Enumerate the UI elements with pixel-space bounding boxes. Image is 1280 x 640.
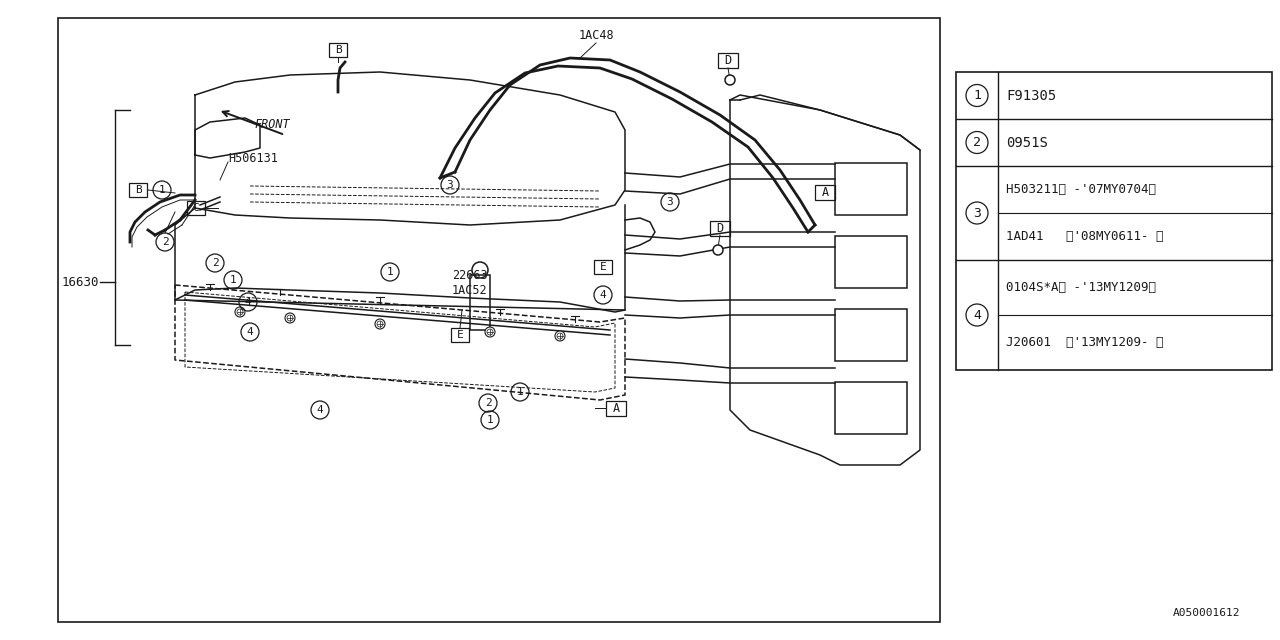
Bar (470, 275, 490, 330)
Text: H503211〈 -'07MY0704〉: H503211〈 -'07MY0704〉 (1006, 183, 1156, 196)
Text: A050001612: A050001612 (1172, 608, 1240, 618)
Text: 4: 4 (247, 327, 253, 337)
Text: 1: 1 (973, 89, 980, 102)
Text: 3: 3 (447, 180, 453, 190)
Bar (58, 18, 940, 622)
Text: 4: 4 (244, 297, 251, 307)
Text: J20601  〈'13MY1209- 〉: J20601 〈'13MY1209- 〉 (1006, 336, 1164, 349)
Text: 1: 1 (387, 267, 393, 277)
Bar (329, 43, 347, 57)
Bar (835, 309, 908, 361)
Bar (718, 52, 739, 67)
Text: 4: 4 (316, 405, 324, 415)
Bar (956, 72, 1272, 370)
Text: 0104S*A〈 -'13MY1209〉: 0104S*A〈 -'13MY1209〉 (1006, 281, 1156, 294)
Text: B: B (134, 185, 141, 195)
Bar (451, 328, 468, 342)
Text: D: D (717, 221, 723, 234)
Circle shape (236, 307, 244, 317)
Text: F91305: F91305 (1006, 88, 1056, 102)
Text: A: A (612, 401, 620, 415)
Text: 1: 1 (517, 387, 524, 397)
Text: A: A (822, 186, 828, 198)
Bar (594, 260, 612, 274)
Bar (815, 184, 835, 200)
Text: 1: 1 (159, 185, 165, 195)
Text: 2: 2 (161, 237, 169, 247)
Text: D: D (724, 54, 732, 67)
Text: 22663: 22663 (452, 269, 488, 282)
Text: 1AC52: 1AC52 (452, 284, 488, 296)
Bar (835, 163, 908, 215)
Bar (605, 401, 626, 415)
Circle shape (285, 313, 294, 323)
Circle shape (713, 245, 723, 255)
Text: 1AD41   〈'08MY0611- 〉: 1AD41 〈'08MY0611- 〉 (1006, 230, 1164, 243)
Text: E: E (599, 262, 607, 272)
Circle shape (556, 331, 564, 341)
Text: 1: 1 (229, 275, 237, 285)
Bar (187, 201, 205, 215)
Text: FRONT: FRONT (255, 118, 289, 131)
Text: 4: 4 (973, 308, 980, 321)
Circle shape (485, 327, 495, 337)
Bar (835, 382, 908, 434)
Text: 1: 1 (486, 415, 493, 425)
Text: 2: 2 (485, 398, 492, 408)
Text: H506131: H506131 (228, 152, 278, 164)
Text: 4: 4 (599, 290, 607, 300)
Circle shape (724, 75, 735, 85)
Text: 2: 2 (211, 258, 219, 268)
Circle shape (375, 319, 385, 329)
Bar (710, 221, 730, 236)
Text: 3: 3 (667, 197, 673, 207)
Text: C: C (192, 203, 200, 213)
Text: 16630: 16630 (61, 275, 100, 289)
Text: 3: 3 (973, 207, 980, 220)
Text: 1AC48: 1AC48 (579, 29, 614, 42)
Text: B: B (334, 45, 342, 55)
Bar (129, 183, 147, 197)
Bar (835, 236, 908, 288)
Text: 0951S: 0951S (1006, 136, 1048, 150)
Text: E: E (457, 330, 463, 340)
Text: 2: 2 (973, 136, 980, 149)
